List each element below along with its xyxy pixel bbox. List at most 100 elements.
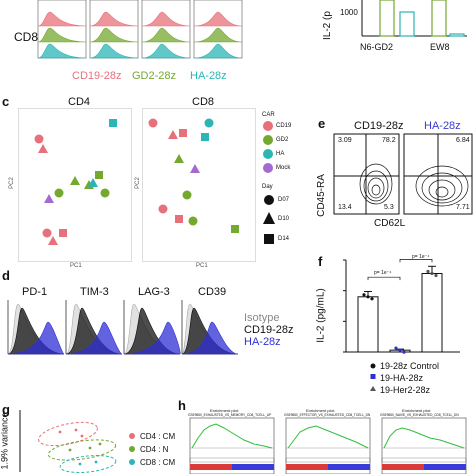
- pca-legend-d10: D10: [278, 216, 290, 222]
- pca-legend-car-title: CAR: [262, 112, 275, 118]
- panel-label-g: g: [2, 402, 10, 417]
- pca-title-cd8: CD8: [192, 96, 215, 108]
- pca-legend-car-swatches: [263, 121, 273, 173]
- bar-point: [362, 293, 366, 297]
- gsea-title-3: Enrichment plot:: [402, 408, 431, 413]
- bar-point: [430, 271, 434, 276]
- pca-legend-day-title: Day: [262, 184, 273, 190]
- pca-point: [88, 178, 98, 187]
- top-hist-curve: [141, 11, 191, 27]
- top-legend-cd19: CD19-28z: [72, 70, 122, 82]
- hist-legend-isotype: Isotype: [244, 312, 280, 324]
- bar-point: [434, 273, 438, 278]
- g-pca-plot: [19, 410, 117, 473]
- hist-legend-cd19: CD19-28z: [244, 324, 294, 336]
- g-legend-cd4n: CD4 : N: [140, 445, 169, 454]
- pca-point: [44, 194, 54, 203]
- panel-label-d: d: [2, 268, 10, 283]
- pca-point: [34, 134, 44, 144]
- pca-point: [95, 171, 103, 179]
- pca-point: [42, 228, 52, 238]
- pca-point: [188, 216, 198, 226]
- top-row-label: CD8: [14, 30, 39, 44]
- top-hist-curve: [89, 43, 139, 59]
- pca-cd8-points: [148, 118, 239, 233]
- pca-point: [59, 229, 67, 237]
- top-hist-curve: [89, 11, 139, 27]
- bar-pvalue-1: p= 1e⁻⁴: [374, 270, 392, 276]
- pca-legend-ha: HA: [276, 151, 285, 157]
- gsea-plot-2: Enrichment plot: GSE9650_EFFECTOR_VS_EXH…: [284, 408, 372, 474]
- flow-ylabel: CD45-RA: [315, 174, 327, 217]
- bar-legend-ha: 19-HA-28z: [380, 373, 424, 383]
- top-hist-curve: [89, 27, 139, 43]
- pca-cd4-points: [34, 119, 117, 245]
- gsea-plot-3: Enrichment plot: GSE9650_NAIVE_VS_EXHAUS…: [380, 408, 470, 474]
- pca-plot-cd4: [18, 108, 132, 262]
- hist-legend-ha: HA-28z: [244, 336, 281, 348]
- top-hist-curve: [141, 27, 191, 43]
- pca-legend-gd2: GD2: [276, 137, 289, 143]
- pca-point: [204, 118, 214, 128]
- pca-point: [38, 144, 48, 153]
- g-legend-swatches: [129, 433, 135, 465]
- pca-cd8-xlabel: PC1: [196, 263, 208, 269]
- hist-curve: [123, 321, 181, 355]
- bar: [357, 296, 379, 353]
- top-hist-curve: [37, 11, 87, 27]
- bar-point: [402, 350, 406, 354]
- top-bar-xtick-n6gd2: N6-GD2: [360, 42, 394, 52]
- bar-pvalue-2: p= 1e⁻⁴: [412, 254, 430, 260]
- panel-label-e: e: [318, 116, 326, 131]
- top-legend-ha: HA-28z: [190, 70, 227, 82]
- pca-cd8-ylabel: PC2: [134, 177, 141, 189]
- hist-marker-pd1: PD-1: [22, 286, 48, 298]
- bar-point: [394, 346, 398, 350]
- bar-point: [366, 295, 370, 299]
- flow-title-cd19: CD19-28z: [354, 120, 404, 132]
- gsea-plot-1: Enrichment plot: GSE9650_EXHAUSTED_VS_ME…: [188, 408, 276, 474]
- hist-marker-tim3: TIM-3: [80, 286, 109, 298]
- top-hist-frame: [37, 0, 87, 59]
- flow-q-cd19-ll: 13.4: [338, 204, 352, 211]
- top-hist-curve: [193, 27, 243, 43]
- bar-point: [426, 269, 430, 274]
- pca-point: [100, 188, 110, 198]
- gsea-subtitle-2: GSE9650_EFFECTOR_VS_EXHAUSTED_CD8_TCELL_…: [284, 413, 371, 417]
- panel-label-h: h: [178, 398, 186, 413]
- gsea-title-2: Enrichment plot:: [306, 408, 335, 413]
- gsea-curve-1: [189, 417, 275, 474]
- pca-point: [182, 190, 192, 200]
- bar-legend-her2: 19-Her2-28z: [380, 385, 431, 395]
- flow-q-ha-lr: 7.71: [456, 204, 470, 211]
- hist-curve: [7, 321, 65, 355]
- pca-point: [174, 154, 184, 163]
- flow-q-cd19-ul: 3.09: [338, 137, 352, 144]
- g-legend-cd4cm: CD4 : CM: [140, 432, 176, 441]
- pca-legend-d07: D07: [278, 197, 290, 203]
- top-hist-curve: [193, 43, 243, 59]
- top-bar-chart: [361, 0, 467, 37]
- top-hist-curve: [193, 11, 243, 27]
- top-hist-frame: [89, 0, 139, 59]
- gsea-curve-3: [381, 417, 467, 474]
- flow-title-ha: HA-28z: [424, 120, 461, 132]
- marker-histograms: [7, 300, 239, 355]
- pca-legend-d14: D14: [278, 236, 290, 242]
- flow-q-cd19-ur: 78.2: [382, 137, 396, 144]
- top-histogram-strip: CD8 CD19-28z GD2-28z HA-28z IL-2 (p 1000…: [0, 0, 474, 90]
- pca-legend: CAR CD19 GD2 HA Mock Day D07 D10 D14: [262, 112, 312, 262]
- hist-marker-cd39: CD39: [198, 286, 227, 298]
- pca-cd4-xlabel: PC1: [70, 263, 82, 269]
- pca-cd4-ylabel: PC2: [8, 177, 15, 189]
- top-histograms: [37, 0, 243, 59]
- flow-q-ha-ur: 6.84: [456, 137, 470, 144]
- bar-point: [370, 297, 374, 301]
- hist-curve: [181, 321, 239, 355]
- pca-point: [179, 129, 187, 137]
- pca-legend-mock: Mock: [276, 165, 291, 171]
- bar: [421, 272, 443, 353]
- panel-label-f: f: [318, 254, 323, 269]
- top-bar-ytick: 1000: [340, 8, 358, 17]
- il2-bar-chart: [343, 259, 460, 354]
